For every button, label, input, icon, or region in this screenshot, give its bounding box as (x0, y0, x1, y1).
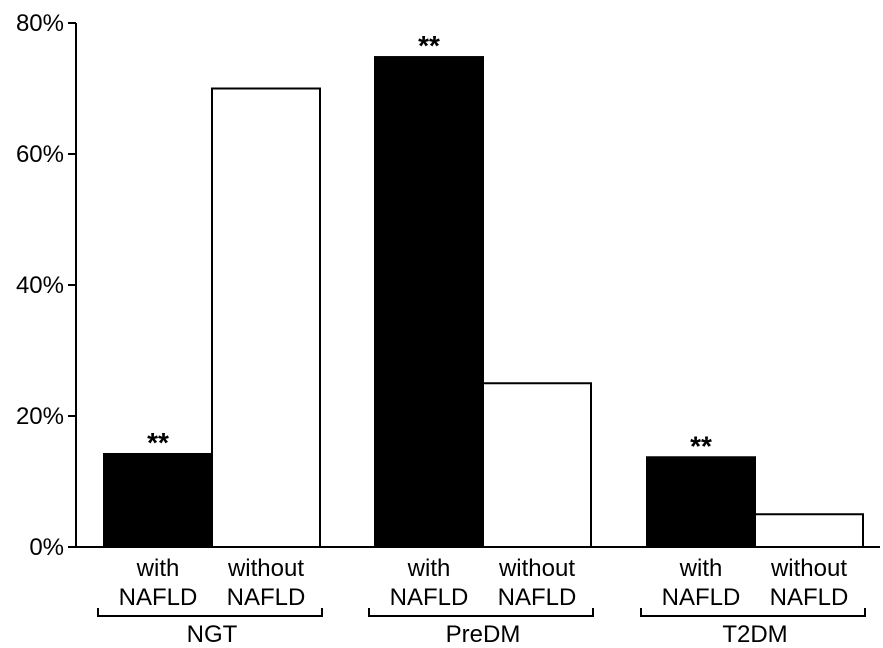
group-label: T2DM (722, 621, 787, 648)
y-tick-label: 0% (29, 534, 64, 561)
bar (646, 456, 756, 549)
bar-label-line2: NAFLD (390, 584, 469, 611)
bar-label-line1: with (679, 555, 723, 582)
bar-label-line1: without (770, 555, 847, 582)
y-tick-label: 20% (16, 403, 64, 430)
group-bracket (97, 608, 323, 617)
bar (482, 382, 592, 548)
y-axis: 0% 20% 40% 60% 80% (16, 10, 77, 561)
bar-label-line2: NAFLD (662, 584, 741, 611)
bar-label-line1: without (498, 555, 575, 582)
bar-label-line1: with (136, 555, 180, 582)
y-tick-label: 60% (16, 141, 64, 168)
bar-label-line2: NAFLD (227, 584, 306, 611)
significance-label: ** (418, 30, 440, 61)
category-labels: withNAFLDwithoutNAFLDNGTwithNAFLDwithout… (97, 555, 866, 648)
bar (211, 87, 321, 548)
bar-label-line1: without (227, 555, 304, 582)
group-label: PreDM (446, 621, 521, 648)
significance-label: ** (147, 427, 169, 458)
group-bracket (640, 608, 866, 617)
bar (103, 452, 213, 548)
bars: ** ** ** (103, 30, 864, 549)
bar (754, 513, 864, 548)
bar-label-line2: NAFLD (770, 584, 849, 611)
y-tick-label: 40% (16, 272, 64, 299)
bar (374, 56, 484, 549)
group-bracket (368, 608, 594, 617)
y-tick-label: 80% (16, 10, 64, 37)
significance-label: ** (690, 430, 712, 461)
group-label: NGT (187, 621, 238, 648)
bar-label-line1: with (407, 555, 451, 582)
bar-label-line2: NAFLD (498, 584, 577, 611)
bar-label-line2: NAFLD (119, 584, 198, 611)
